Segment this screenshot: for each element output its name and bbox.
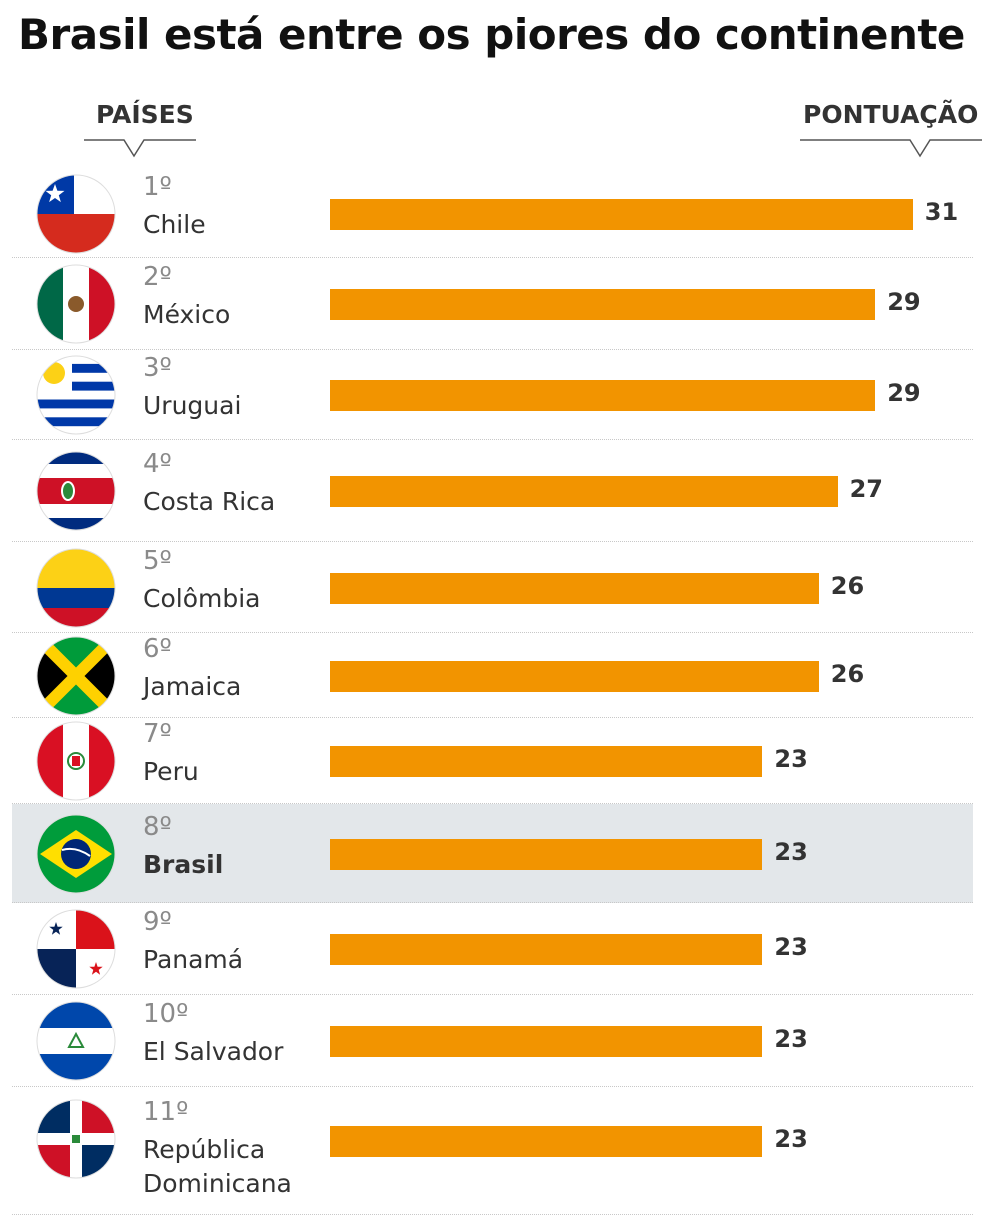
country-label: Colômbia bbox=[143, 583, 261, 613]
column-header-score: PONTUAÇÃO bbox=[803, 100, 979, 129]
chart-row: 8º Brasil 23 bbox=[12, 804, 973, 903]
rank-label: 4º bbox=[143, 449, 172, 479]
rank-label: 9º bbox=[143, 907, 172, 937]
header-pointer-right bbox=[800, 139, 982, 158]
value-label: 26 bbox=[830, 571, 865, 600]
value-label: 31 bbox=[924, 198, 959, 226]
bar-panamá bbox=[330, 934, 763, 965]
chart-row: 9º Panamá 23 bbox=[12, 903, 973, 995]
country-label: Panamá bbox=[143, 945, 244, 974]
bar-peru bbox=[330, 746, 763, 777]
flag-uruguay-icon bbox=[36, 355, 116, 435]
country-label: Uruguai bbox=[143, 391, 242, 420]
bar-república-dominicana bbox=[330, 1126, 763, 1157]
bar-uruguai bbox=[330, 380, 876, 411]
flag-mexico-icon bbox=[36, 264, 116, 344]
value-label: 27 bbox=[849, 475, 883, 503]
bar-el-salvador bbox=[330, 1026, 763, 1057]
country-label: Brasil bbox=[143, 849, 224, 879]
flag-brazil-icon bbox=[36, 814, 116, 893]
flag-colombia-icon bbox=[36, 548, 116, 627]
country-label: Jamaica bbox=[143, 671, 242, 701]
value-label: 26 bbox=[830, 659, 865, 688]
country-label: Costa Rica bbox=[143, 487, 276, 516]
bar-méxico bbox=[330, 289, 876, 320]
chart-row: 10º El Salvador 23 bbox=[12, 995, 973, 1087]
chart-row: 4º Costa Rica 27 bbox=[12, 440, 973, 542]
flag-peru-icon bbox=[36, 721, 116, 801]
bar-chile bbox=[330, 199, 913, 230]
value-label: 23 bbox=[774, 837, 808, 866]
value-label: 29 bbox=[887, 379, 921, 407]
flag-costa-rica-icon bbox=[36, 451, 116, 531]
rank-label: 1º bbox=[143, 172, 172, 202]
bar-jamaica bbox=[330, 660, 819, 692]
column-header-countries: PAÍSES bbox=[96, 100, 194, 129]
bar-brasil bbox=[330, 838, 763, 870]
country-label: República Dominicana bbox=[143, 1135, 292, 1198]
value-label: 23 bbox=[774, 933, 808, 961]
rank-label: 10º bbox=[143, 999, 189, 1029]
country-label: Peru bbox=[143, 757, 199, 786]
rank-label: 5º bbox=[143, 545, 172, 576]
bar-colômbia bbox=[330, 572, 819, 604]
flag-panama-icon bbox=[36, 909, 116, 989]
rank-label: 6º bbox=[143, 633, 172, 664]
flag-jamaica-icon bbox=[36, 636, 116, 715]
flag-el-salvador-icon bbox=[36, 1001, 116, 1081]
bar-costa-rica bbox=[330, 476, 838, 507]
header-pointer-left bbox=[84, 139, 196, 158]
value-label: 23 bbox=[774, 1125, 808, 1153]
country-label: Chile bbox=[143, 210, 206, 239]
chart-row: 7º Peru 23 bbox=[12, 718, 973, 804]
chart-row: 3º Uruguai 29 bbox=[12, 350, 973, 440]
rank-label: 3º bbox=[143, 353, 172, 383]
chart-row: 2º México 29 bbox=[12, 258, 973, 350]
rank-label: 2º bbox=[143, 262, 172, 292]
value-label: 23 bbox=[774, 745, 808, 773]
country-label: México bbox=[143, 300, 231, 329]
flag-chile-icon bbox=[36, 174, 116, 254]
value-label: 29 bbox=[887, 288, 921, 316]
chart-row: 6º Jamaica 26 bbox=[12, 633, 973, 718]
chart-row: 1º Chile 31 bbox=[12, 170, 973, 258]
rank-label: 8º bbox=[143, 811, 172, 842]
chart-row: 11º República Dominicana 23 bbox=[12, 1087, 973, 1215]
chart-row: 5º Colômbia 26 bbox=[12, 542, 973, 633]
chart-title: Brasil está entre os piores do continent… bbox=[18, 10, 965, 59]
value-label: 23 bbox=[774, 1025, 808, 1053]
rank-label: 11º bbox=[143, 1097, 189, 1127]
rank-label: 7º bbox=[143, 719, 172, 749]
country-label: El Salvador bbox=[143, 1037, 284, 1066]
flag-dominican-republic-icon bbox=[36, 1099, 116, 1179]
